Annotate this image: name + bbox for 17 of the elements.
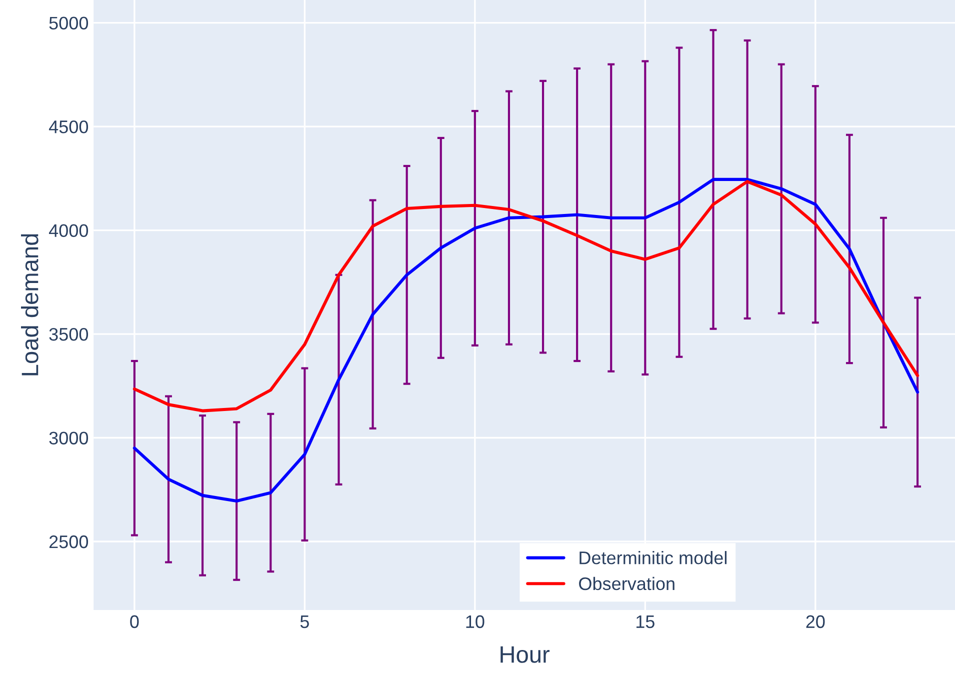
line-series	[132, 180, 920, 412]
x-tick-label: 20	[806, 615, 825, 628]
x-tick-label: 0	[130, 615, 139, 628]
x-axis-title: Hour	[500, 646, 550, 663]
x-tick-label: 10	[466, 615, 484, 628]
line-series	[132, 178, 920, 503]
legend-label: Observation	[579, 576, 674, 590]
y-tick-label: 3000	[49, 432, 88, 444]
x-tick-label: 5	[300, 615, 309, 628]
y-axis-title: Load demand	[21, 234, 38, 376]
y-tick-label: 5000	[49, 16, 88, 30]
y-tick-label: 3500	[49, 328, 88, 341]
y-tick-label: 4500	[48, 120, 88, 134]
legend-label: Determinitic model	[580, 551, 726, 564]
y-tick-label: 4000	[48, 224, 88, 238]
y-tick-label: 2500	[49, 535, 88, 548]
x-tick-label: 15	[636, 615, 654, 628]
